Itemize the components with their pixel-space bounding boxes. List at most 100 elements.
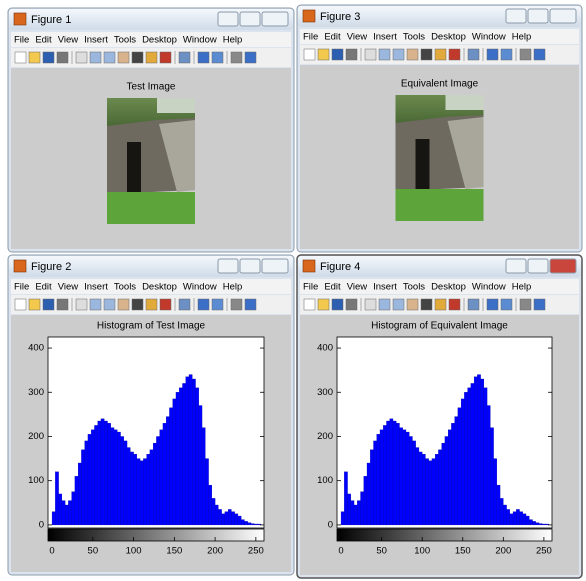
toolbar-button[interactable] — [393, 49, 404, 60]
maximize-button[interactable] — [240, 12, 260, 26]
minimize-button[interactable] — [506, 9, 526, 23]
maximize-button[interactable] — [528, 9, 548, 23]
menu-item[interactable]: Edit — [324, 282, 341, 293]
toolbar-button[interactable] — [104, 299, 115, 310]
toolbar-button[interactable] — [231, 52, 242, 63]
menu-item[interactable]: Help — [223, 35, 243, 46]
menu-item[interactable]: Desktop — [142, 35, 177, 46]
minimize-button[interactable] — [218, 12, 238, 26]
toolbar-button[interactable] — [332, 49, 343, 60]
close-button[interactable] — [550, 9, 576, 23]
menu-item[interactable]: View — [347, 32, 368, 43]
minimize-button[interactable] — [506, 259, 526, 273]
menu-item[interactable]: Insert — [84, 282, 108, 293]
toolbar-button[interactable] — [487, 299, 498, 310]
toolbar-button[interactable] — [90, 52, 101, 63]
toolbar-button[interactable] — [468, 49, 479, 60]
menu-item[interactable]: Insert — [84, 35, 108, 46]
toolbar-button[interactable] — [245, 52, 256, 63]
toolbar-button[interactable] — [435, 299, 446, 310]
toolbar-button[interactable] — [231, 299, 242, 310]
toolbar-button[interactable] — [76, 299, 87, 310]
menu-item[interactable]: Window — [472, 282, 506, 293]
toolbar-button[interactable] — [421, 299, 432, 310]
menu-item[interactable]: Insert — [373, 32, 397, 43]
menu-item[interactable]: File — [14, 282, 29, 293]
toolbar-button[interactable] — [346, 299, 357, 310]
toolbar-button[interactable] — [198, 52, 209, 63]
toolbar-button[interactable] — [57, 299, 68, 310]
toolbar-button[interactable] — [245, 299, 256, 310]
toolbar-button[interactable] — [449, 299, 460, 310]
toolbar-button[interactable] — [304, 49, 315, 60]
toolbar-button[interactable] — [534, 49, 545, 60]
menu-item[interactable]: Help — [512, 282, 532, 293]
toolbar-button[interactable] — [29, 299, 40, 310]
toolbar-button[interactable] — [449, 49, 460, 60]
menu-item[interactable]: Desktop — [142, 282, 177, 293]
toolbar-button[interactable] — [76, 52, 87, 63]
toolbar-button[interactable] — [15, 299, 26, 310]
close-button[interactable] — [550, 259, 576, 273]
toolbar-button[interactable] — [435, 49, 446, 60]
toolbar-button[interactable] — [57, 52, 68, 63]
toolbar-button[interactable] — [198, 299, 209, 310]
toolbar-button[interactable] — [520, 299, 531, 310]
maximize-button[interactable] — [240, 259, 260, 273]
toolbar-button[interactable] — [407, 49, 418, 60]
menu-item[interactable]: Desktop — [431, 32, 466, 43]
minimize-button[interactable] — [218, 259, 238, 273]
toolbar-button[interactable] — [407, 299, 418, 310]
toolbar-button[interactable] — [379, 299, 390, 310]
toolbar-button[interactable] — [104, 52, 115, 63]
toolbar-button[interactable] — [132, 52, 143, 63]
toolbar-button[interactable] — [146, 52, 157, 63]
menu-item[interactable]: Help — [512, 32, 532, 43]
toolbar-button[interactable] — [15, 52, 26, 63]
menu-item[interactable]: Tools — [403, 32, 425, 43]
close-button[interactable] — [262, 12, 288, 26]
toolbar-button[interactable] — [332, 299, 343, 310]
menu-item[interactable]: Tools — [114, 282, 136, 293]
toolbar-button[interactable] — [179, 299, 190, 310]
toolbar-button[interactable] — [318, 299, 329, 310]
menu-item[interactable]: File — [14, 35, 29, 46]
menu-item[interactable]: View — [58, 282, 79, 293]
toolbar-button[interactable] — [160, 299, 171, 310]
menu-item[interactable]: Window — [183, 35, 217, 46]
menu-item[interactable]: Edit — [324, 32, 341, 43]
toolbar-button[interactable] — [468, 299, 479, 310]
toolbar-button[interactable] — [501, 49, 512, 60]
toolbar-button[interactable] — [29, 52, 40, 63]
menu-item[interactable]: Insert — [373, 282, 397, 293]
toolbar-button[interactable] — [534, 299, 545, 310]
toolbar-button[interactable] — [520, 49, 531, 60]
toolbar-button[interactable] — [379, 49, 390, 60]
toolbar-button[interactable] — [304, 299, 315, 310]
menu-item[interactable]: Tools — [403, 282, 425, 293]
menu-item[interactable]: Tools — [114, 35, 136, 46]
menu-item[interactable]: File — [303, 32, 318, 43]
menu-item[interactable]: Window — [472, 32, 506, 43]
toolbar-button[interactable] — [179, 52, 190, 63]
toolbar-button[interactable] — [43, 299, 54, 310]
toolbar-button[interactable] — [212, 52, 223, 63]
toolbar-button[interactable] — [487, 49, 498, 60]
toolbar-button[interactable] — [132, 299, 143, 310]
maximize-button[interactable] — [528, 259, 548, 273]
toolbar-button[interactable] — [393, 299, 404, 310]
toolbar-button[interactable] — [90, 299, 101, 310]
menu-item[interactable]: Help — [223, 282, 243, 293]
toolbar-button[interactable] — [365, 299, 376, 310]
menu-item[interactable]: Edit — [35, 35, 52, 46]
toolbar-button[interactable] — [318, 49, 329, 60]
toolbar-button[interactable] — [118, 52, 129, 63]
menu-item[interactable]: View — [58, 35, 79, 46]
close-button[interactable] — [262, 259, 288, 273]
toolbar-button[interactable] — [160, 52, 171, 63]
toolbar-button[interactable] — [501, 299, 512, 310]
menu-item[interactable]: Edit — [35, 282, 52, 293]
toolbar-button[interactable] — [365, 49, 376, 60]
toolbar-button[interactable] — [118, 299, 129, 310]
menu-item[interactable]: View — [347, 282, 368, 293]
